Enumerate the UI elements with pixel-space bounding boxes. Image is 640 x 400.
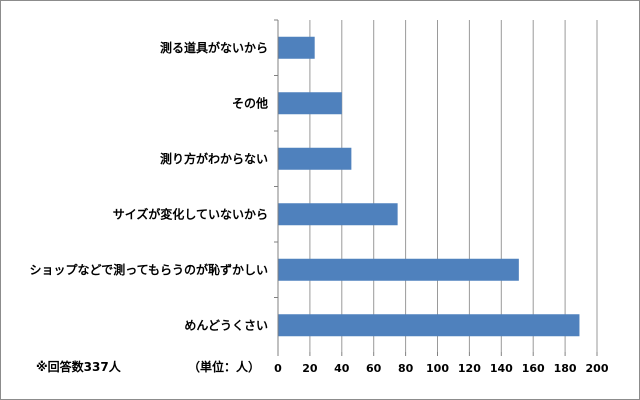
bar-5 bbox=[278, 258, 519, 281]
gridlines bbox=[274, 19, 598, 356]
x-tick-label-140: 140 bbox=[490, 362, 513, 375]
x-tick-label-40: 40 bbox=[334, 362, 350, 375]
bar-6 bbox=[278, 314, 580, 337]
x-tick-label-200: 200 bbox=[586, 362, 609, 375]
category-label-1: 測る道具がないから bbox=[160, 40, 268, 55]
bars bbox=[278, 36, 580, 337]
x-tick-label-60: 60 bbox=[366, 362, 382, 375]
x-tick-label-0: 0 bbox=[274, 362, 282, 375]
unit-label: （単位：人） bbox=[188, 360, 261, 374]
bar-4 bbox=[278, 203, 398, 226]
x-tick-label-80: 80 bbox=[398, 362, 414, 375]
bar-2 bbox=[278, 92, 342, 115]
x-tick-label-20: 20 bbox=[302, 362, 318, 375]
x-axis-tick-labels: 0 20 40 60 80 100 120 140 160 180 200 bbox=[274, 362, 609, 375]
respondent-count-note: ※回答数337人 bbox=[36, 360, 121, 374]
category-labels: 測る道具がないからその他測り方がわからないサイズが変化していないからショップなど… bbox=[29, 40, 268, 333]
x-tick-label-120: 120 bbox=[458, 362, 481, 375]
x-tick-label-100: 100 bbox=[426, 362, 449, 375]
x-tick-label-180: 180 bbox=[554, 362, 577, 375]
category-label-3: 測り方がわからない bbox=[160, 151, 268, 166]
category-label-5: ショップなどで測ってもらうのが恥ずかしい bbox=[29, 262, 268, 277]
bar-1 bbox=[278, 36, 315, 59]
category-label-2: その他 bbox=[232, 95, 268, 110]
category-label-4: サイズが変化していないから bbox=[113, 206, 268, 221]
x-tick-label-160: 160 bbox=[522, 362, 545, 375]
bar-3 bbox=[278, 147, 352, 170]
category-label-6: めんどうくさい bbox=[184, 318, 268, 332]
